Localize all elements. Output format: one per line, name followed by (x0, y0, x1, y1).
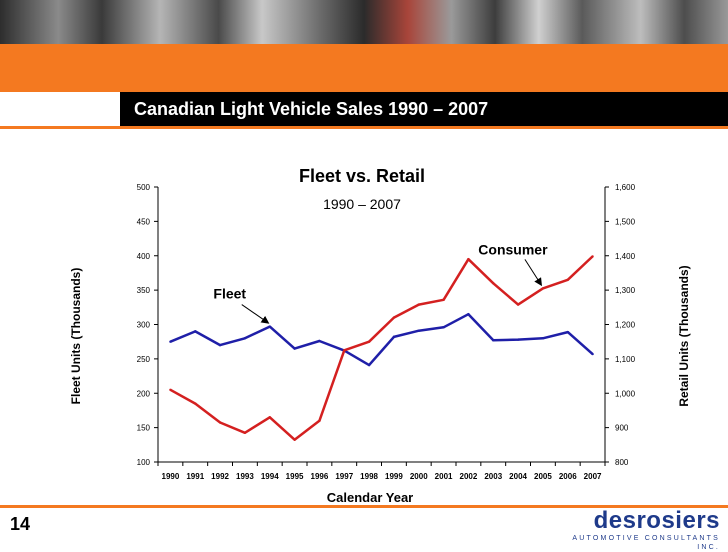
x-tick-label: 2002 (460, 472, 478, 481)
y-tick-label-left: 100 (137, 458, 151, 467)
data-point-consumer (566, 278, 569, 282)
x-tick-label: 1992 (211, 472, 229, 481)
x-tick-label: 2004 (509, 472, 527, 481)
annotation-arrow-fleet (241, 304, 270, 324)
y-tick-label-right: 1,200 (615, 321, 636, 330)
y-tick-label-left: 250 (137, 355, 151, 364)
data-point-fleet (392, 335, 396, 339)
x-tick-label: 1990 (162, 472, 180, 481)
data-point-consumer (392, 316, 396, 319)
data-point-consumer (492, 282, 495, 285)
slide-title-bar: Canadian Light Vehicle Sales 1990 – 2007 (120, 92, 728, 126)
x-tick-label: 1998 (360, 472, 378, 481)
chart-title: Fleet vs. Retail (299, 166, 425, 186)
logo-tagline: AUTOMOTIVE CONSULTANTS INC. (572, 535, 720, 551)
data-point-consumer (293, 438, 296, 441)
data-point-consumer (541, 287, 545, 290)
data-point-fleet (169, 340, 172, 343)
y-tick-label-left: 450 (137, 217, 151, 226)
x-tick-label: 2006 (559, 472, 577, 481)
data-point-consumer (194, 402, 197, 405)
data-point-consumer (516, 303, 520, 306)
title-rule (0, 126, 728, 129)
y-axis-label-left: Fleet Units (Thousands) (69, 268, 83, 405)
y-tick-label-left: 150 (137, 424, 151, 433)
x-tick-label: 1994 (261, 472, 279, 481)
x-tick-label: 1996 (311, 472, 329, 481)
x-tick-label: 2000 (410, 472, 428, 481)
data-point-consumer (243, 431, 247, 434)
series-line-fleet (169, 312, 594, 367)
y-tick-label-right: 1,500 (615, 217, 636, 226)
data-point-fleet (268, 325, 271, 328)
data-point-fleet (442, 326, 445, 329)
data-point-consumer (467, 257, 470, 261)
data-point-fleet (566, 330, 569, 334)
data-point-fleet (541, 337, 545, 340)
logo-wordmark: desrosiers (593, 507, 720, 534)
y-tick-label-left: 200 (137, 389, 151, 398)
slide-number: 14 (10, 514, 31, 534)
data-point-fleet (293, 347, 296, 350)
y-tick-label-right: 1,300 (615, 286, 636, 295)
data-point-consumer (318, 419, 321, 422)
data-point-consumer (169, 388, 172, 392)
x-tick-label: 1999 (385, 472, 403, 481)
data-point-fleet (367, 363, 371, 367)
x-tick-label: 1997 (335, 472, 353, 481)
slide-title: Canadian Light Vehicle Sales 1990 – 2007 (134, 98, 489, 119)
data-point-fleet (243, 337, 247, 340)
y-tick-label-left: 300 (137, 321, 151, 330)
header-accent-band (0, 44, 728, 92)
data-point-consumer (367, 340, 371, 343)
x-tick-label: 1995 (286, 472, 304, 481)
data-point-consumer (442, 298, 445, 301)
data-point-consumer (343, 349, 346, 352)
data-point-fleet (492, 339, 495, 342)
data-point-consumer (268, 416, 271, 419)
x-tick-label: 1991 (186, 472, 204, 481)
y-tick-label-right: 1,600 (615, 183, 636, 192)
annotation-label-consumer: Consumer (478, 241, 548, 257)
x-tick-label: 2001 (435, 472, 453, 481)
chart-subtitle: 1990 – 2007 (323, 196, 401, 212)
data-point-fleet (417, 329, 420, 332)
annotation-arrow-consumer (524, 259, 542, 287)
y-tick-label-left: 350 (137, 286, 151, 295)
data-point-fleet (467, 312, 470, 316)
series-line-consumer (169, 255, 594, 441)
data-point-fleet (318, 339, 321, 343)
x-tick-label: 2007 (584, 472, 602, 481)
data-point-consumer (591, 255, 594, 258)
footer-rule (0, 505, 728, 508)
x-tick-label: 1993 (236, 472, 254, 481)
y-axis-label-right: Retail Units (Thousands) (677, 265, 691, 406)
x-tick-label: 2005 (534, 472, 552, 481)
y-tick-label-right: 800 (615, 458, 629, 467)
y-tick-label-right: 900 (615, 424, 629, 433)
annotation-label-fleet: Fleet (213, 286, 246, 302)
header-photo-strip (0, 0, 728, 44)
y-tick-label-left: 500 (137, 183, 151, 192)
data-point-consumer (417, 303, 420, 306)
y-tick-label-right: 1,100 (615, 355, 636, 364)
data-point-fleet (194, 330, 197, 333)
y-tick-label-right: 1,400 (615, 252, 636, 261)
data-point-fleet (218, 343, 222, 347)
data-point-fleet (516, 338, 520, 341)
fleet-vs-retail-chart: Fleet vs. Retail 1990 – 2007 Fleet Units… (69, 166, 691, 505)
y-tick-label-right: 1,000 (615, 389, 636, 398)
data-point-fleet (591, 352, 594, 356)
company-logo: desrosiers AUTOMOTIVE CONSULTANTS INC. (560, 507, 720, 552)
y-tick-label-left: 400 (137, 252, 151, 261)
data-point-consumer (218, 421, 222, 424)
x-tick-label: 2003 (484, 472, 502, 481)
x-axis-label: Calendar Year (327, 490, 413, 505)
